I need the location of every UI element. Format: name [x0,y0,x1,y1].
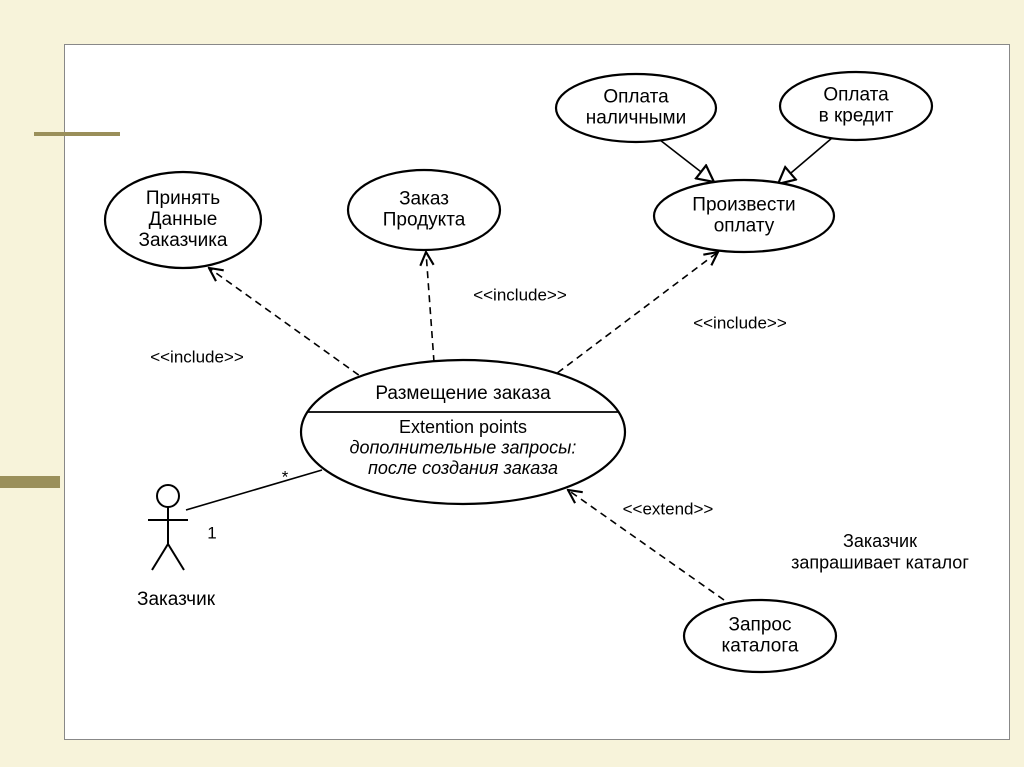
n_pay_cash-line0: Оплата [603,87,669,108]
n_do_pay-line1: оплату [714,215,775,236]
actor-label: Заказчик [137,589,216,610]
e_gen_cash [660,140,714,182]
lbl_request-line1: запрашивает каталог [791,552,969,572]
e_extend-label: <<extend>> [623,499,714,518]
n_place_order-ext1: дополнительные запросы: [350,437,577,457]
n_catalog-line0: Запрос [729,615,792,636]
e_inc_order [426,252,434,362]
n_order_prod-line0: Заказ [399,189,449,210]
n_accept-line1: Данные [149,209,218,230]
n_place_order-title: Размещение заказа [375,383,551,404]
e_inc_accept-label: <<include>> [150,347,244,366]
actor-multiplicity: 1 [207,523,216,542]
e_actor [186,470,322,510]
page: <<include>> <<include>> <<include>> * <<exte… [0,0,1024,767]
e_gen_credit [778,138,832,184]
use-case-diagram: <<include>> <<include>> <<include>> * <<exte… [0,0,1024,767]
n_pay_cash-line1: наличными [586,107,686,128]
n_place_order-ext0: Extention points [399,417,527,437]
e_inc_order-label: <<include>> [473,285,567,304]
n_accept-line0: Принять [146,188,220,209]
n_catalog-line1: каталога [722,635,799,656]
e_inc_pay-label: <<include>> [693,313,787,332]
actor-customer [148,485,188,570]
n_order_prod-line1: Продукта [383,209,466,230]
lbl_request-line0: Заказчик [843,531,917,551]
n_pay_credit-line1: в кредит [819,105,894,126]
n_do_pay-line0: Произвести [692,195,795,216]
n_pay_credit-line0: Оплата [823,85,889,106]
e_actor-label: * [282,467,289,486]
n_place_order-ext2: после создания заказа [368,458,558,478]
n_accept-line2: Заказчика [138,230,227,251]
